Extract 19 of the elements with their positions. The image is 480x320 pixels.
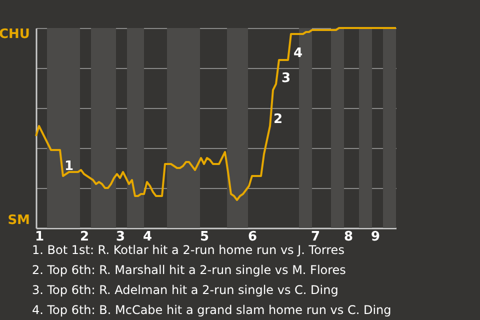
x-tick-label: 9	[370, 230, 380, 244]
text: 2. Top 6th: R. Marshall hit a 2-run single vs M. Flores	[32, 263, 346, 277]
annotation: 1	[64, 159, 74, 174]
text: 4. Top 6th: B. McCabe hit a grand slam home run vs C. Ding	[32, 303, 392, 317]
x-tick-label: 1	[34, 230, 44, 244]
x-tick-label: 2	[80, 230, 90, 244]
annotation: 2	[273, 112, 283, 127]
x-tick-label: 7	[310, 230, 320, 244]
annotation: 4	[293, 46, 303, 61]
text: 1. Bot 1st: R. Kotlar hit a 2-run home run vs J. Torres	[32, 243, 344, 257]
text: CHU	[0, 27, 30, 42]
x-tick-label: 4	[142, 230, 152, 244]
text: SM	[8, 213, 30, 228]
annotation: 3	[281, 71, 291, 86]
text: 3. Top 6th: R. Adelman hit a 2-run single vs C. Ding	[32, 283, 338, 297]
x-tick-label: 5	[200, 230, 210, 244]
x-tick-label: 6	[248, 230, 258, 244]
x-tick-label: 3	[116, 230, 126, 244]
x-tick-label: 8	[344, 230, 354, 244]
